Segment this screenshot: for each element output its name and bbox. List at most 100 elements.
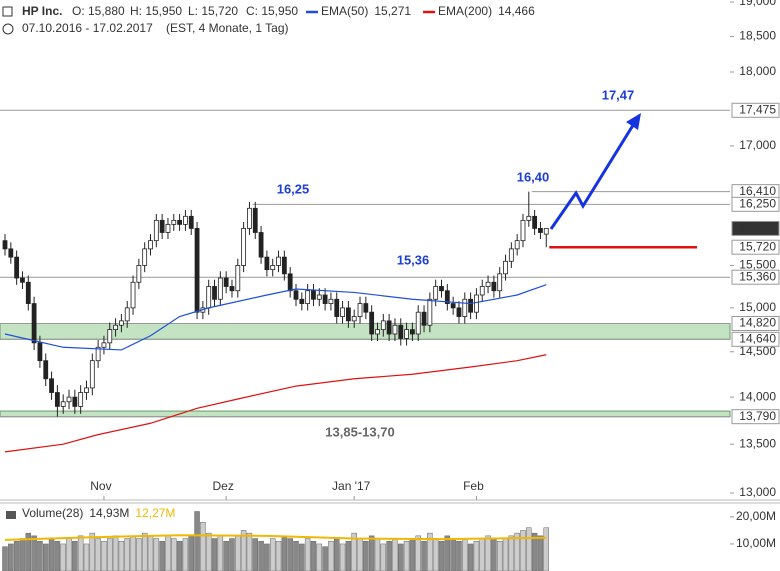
ohlc-close: C: 15,950 [246,4,298,18]
ema-line [4,354,547,453]
candle-body [188,215,194,229]
candle-body [398,324,404,339]
candle-body [66,396,72,403]
y-tick-label: 14,000 [739,389,776,403]
volume-avg-label: 12,27M [135,506,175,520]
header: HP Inc. O: 15,880 H: 15,950 L: 15,720 C:… [2,4,298,35]
arrow-head [626,113,641,130]
level-label: 16,250 [739,196,776,210]
volume-bar [124,538,130,571]
level-box [731,196,780,212]
level-box [731,102,780,118]
volume-bar [136,538,142,571]
volume-bar [112,535,119,571]
candle-body [25,281,31,304]
volume-bar [363,540,369,571]
candle-body [392,324,398,335]
candle-body [223,277,229,287]
volume-bar [304,538,311,571]
volume-bar [328,540,334,571]
candle-body [433,286,439,300]
volume-bar [473,540,480,571]
volume-bar [13,540,20,571]
volume-bar [415,535,421,571]
volume-bar [8,543,14,571]
candle-body [526,215,532,221]
volume-bar [182,538,189,571]
candle-body [43,360,49,380]
volume-bar [19,538,26,571]
volume-bar [31,535,37,571]
candle-body [241,228,247,266]
volume-bar [25,532,32,571]
candle-body [508,248,514,262]
volume-bar [37,540,43,571]
candle-body [293,290,299,300]
candle-body [305,290,311,304]
candle-body [503,260,508,275]
candle-body [334,298,340,317]
volume-bar [176,540,183,571]
candle-body [130,281,136,309]
volume-bar [392,538,398,571]
volume-bar [345,540,352,571]
legend-value: 14,466 [498,4,535,18]
level-label: 14,820 [739,316,776,330]
x-tick-label: Nov [90,479,111,493]
candle-body [543,228,549,235]
volume-bar [211,538,218,571]
volume-bar [398,543,404,571]
candle-body [514,240,520,250]
volume-bar [531,532,538,571]
volume-bar [316,543,323,571]
volume-bar [333,538,340,571]
candle-body [444,290,450,304]
candle-body [380,320,386,331]
candle-body [95,346,101,362]
level-label: 14,640 [739,331,776,345]
candle-body [311,290,316,300]
volume-bar [339,543,346,571]
candle-body [60,401,66,407]
candle-body [72,396,78,407]
y-tick-label: 17,000 [739,138,776,152]
candle-body [474,294,479,313]
volume-bar [275,540,282,571]
candle-body [101,342,107,348]
y-tick-label: 15,500 [739,258,776,272]
volume-bar [386,540,392,571]
volume-bar [72,540,78,571]
volume-bar [246,532,253,571]
volume-bar [200,522,206,571]
volume-bar [229,538,235,571]
annotation: 13,85-13,70 [325,424,394,439]
volume-bar [409,538,416,571]
candle-body [357,303,363,317]
level-label: 16,410 [739,184,776,198]
volume-bar [485,535,491,571]
candle-body [49,378,54,393]
candle-body [8,248,14,258]
candle-body [532,215,538,229]
volume-icon [6,511,16,519]
volume-bar [520,530,526,571]
candle-body [84,387,89,393]
volume-bar [374,538,381,571]
volume-bar [95,538,101,571]
volume-bar [159,540,165,571]
volume-bar [118,540,125,571]
candle-body [14,256,20,279]
volume-bar [322,546,328,571]
candle-body [183,215,188,225]
volume-bar [403,540,410,571]
level-label: 13,790 [739,409,776,423]
volume-bar [101,540,107,571]
volume-bar [380,543,387,571]
candle-body [54,392,60,407]
date-note: (EST, 4 Monate, 1 Tag) [166,21,289,35]
candle-body [485,281,491,287]
candle-body [258,232,264,258]
volume-bar [438,540,445,571]
candle-body [497,273,503,292]
